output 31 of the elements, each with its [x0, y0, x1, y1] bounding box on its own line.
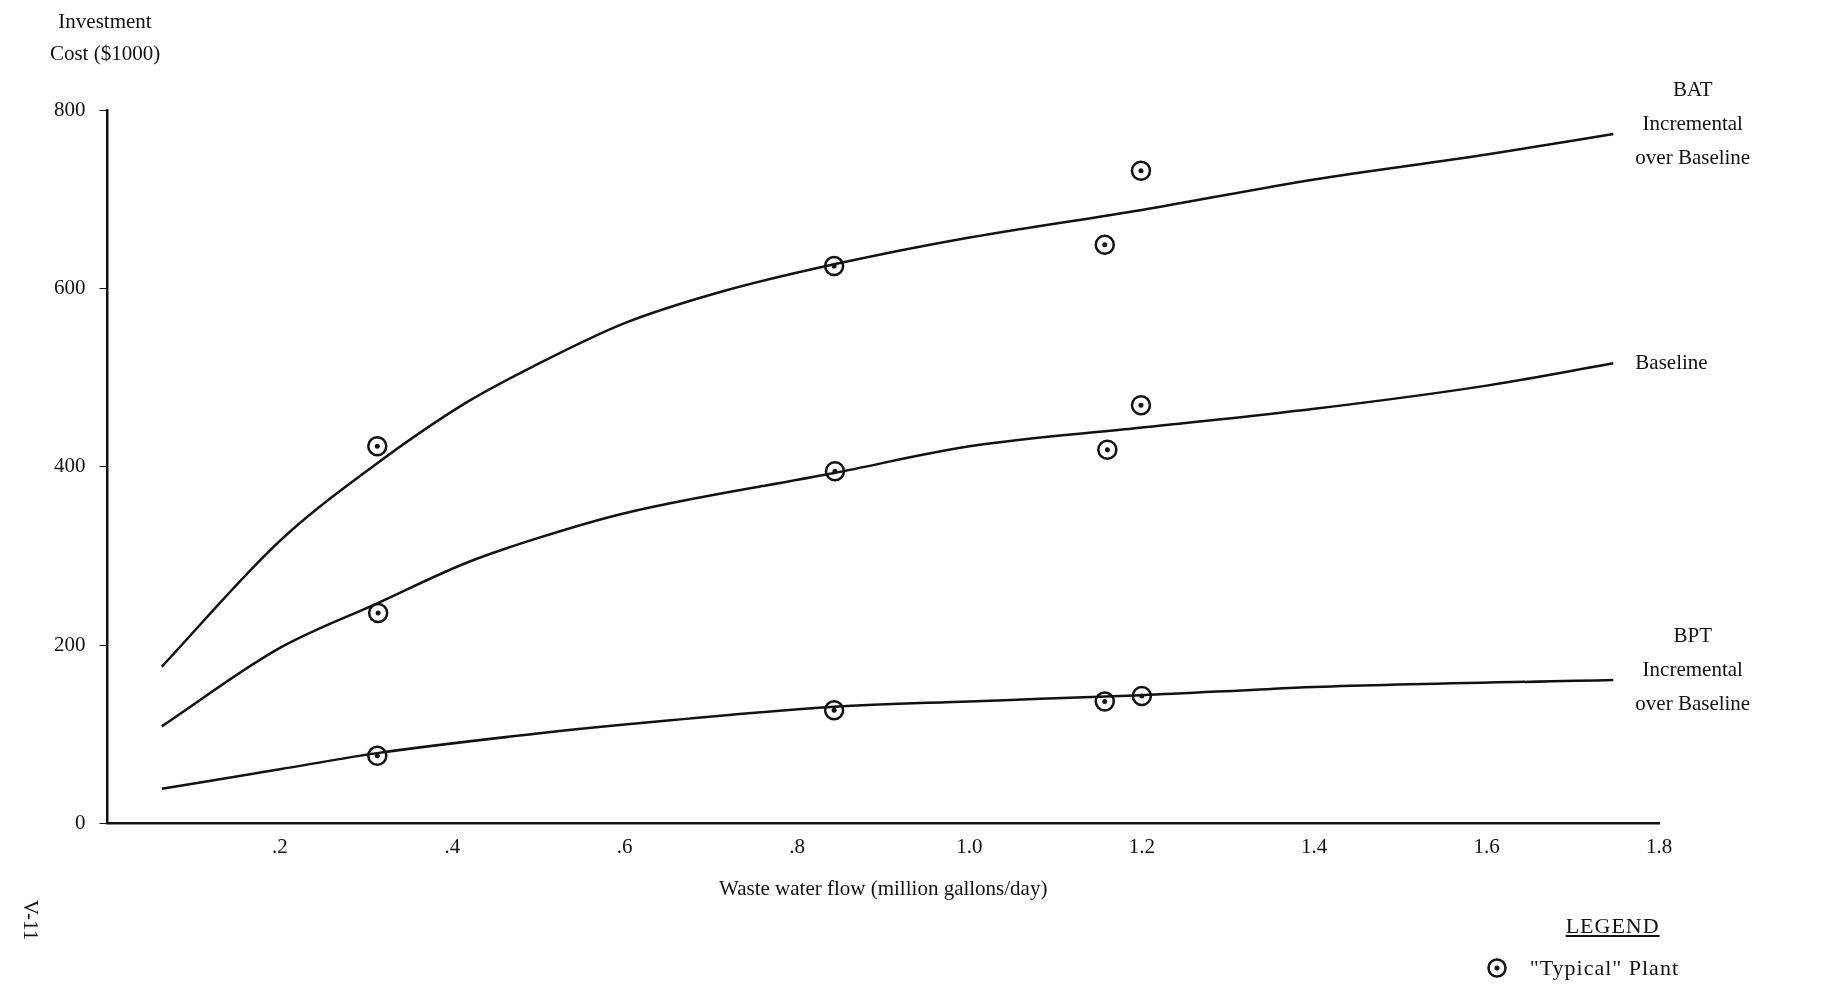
- point: [1097, 439, 1118, 461]
- line-series: [160, 132, 1615, 668]
- y-tick-label: 600: [54, 274, 86, 299]
- text: V-11: [19, 899, 44, 941]
- point: [1094, 234, 1116, 255]
- x-tick-label: 1.4: [1301, 833, 1328, 858]
- y-tick-label: 200: [54, 631, 86, 656]
- x-axis-title: Waste water flow (million gallons/day): [719, 875, 1048, 900]
- legend-label: "Typical" Plant: [1529, 955, 1679, 981]
- x-tick-label: 1.2: [1128, 833, 1155, 858]
- x-tick-label: 1.6: [1473, 833, 1500, 858]
- y-axis-title: Investment Cost ($1000): [49, 8, 161, 65]
- x-tick-label: 1.0: [956, 833, 983, 858]
- line-series: [160, 362, 1615, 728]
- y-tick-label: 400: [54, 453, 86, 478]
- y-tick-label: 0: [75, 810, 86, 835]
- x-tick-label: .4: [444, 833, 461, 858]
- line-series: [160, 678, 1615, 791]
- series-label: Baseline: [1635, 349, 1708, 374]
- point: [1130, 160, 1152, 181]
- x-tick-label: .6: [616, 833, 633, 858]
- y-tick-label: 800: [54, 96, 86, 121]
- legend-title: LEGEND: [1565, 913, 1660, 939]
- x-tick-label: .8: [789, 833, 805, 858]
- series-label: BPT Incremental over Baseline: [1635, 622, 1751, 715]
- x-tick-label: .2: [272, 833, 288, 858]
- x-tick-label: 1.8: [1645, 833, 1673, 858]
- point: [1130, 395, 1152, 416]
- point: [367, 436, 388, 457]
- series-label: BAT Incremental over Baseline: [1635, 76, 1751, 169]
- point: [367, 602, 389, 624]
